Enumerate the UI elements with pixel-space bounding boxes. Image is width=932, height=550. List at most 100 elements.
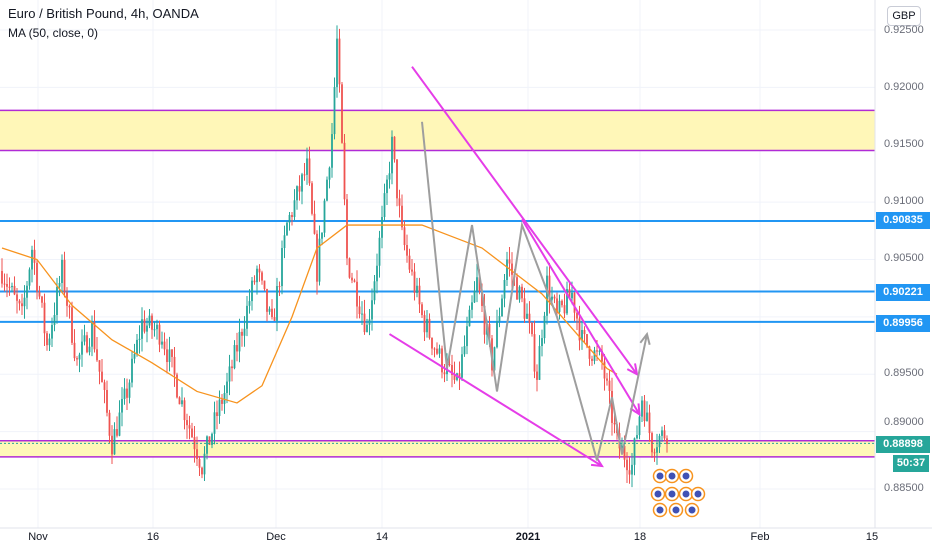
candle-body (341, 84, 343, 143)
candle-body (296, 186, 298, 201)
candle-body (591, 358, 593, 361)
event-flag-icon (672, 506, 680, 514)
candle-body (518, 286, 521, 300)
price-badge-level-2: 0.90221 (876, 284, 930, 301)
candle-body (6, 284, 8, 287)
candle-body (433, 348, 436, 350)
candle-body (41, 296, 43, 303)
candle-body (91, 322, 93, 347)
candle-body (281, 248, 283, 287)
candle-body (568, 289, 571, 299)
candle-body (368, 319, 371, 325)
candle-body (608, 380, 611, 391)
price-tick: 0.90500 (884, 252, 924, 264)
candle-body (68, 305, 71, 308)
candle-body (371, 300, 373, 320)
candle-body (43, 302, 46, 334)
candle-body (286, 222, 288, 236)
candle-body (401, 205, 403, 228)
candle-body (556, 298, 558, 312)
candle-body (248, 301, 251, 306)
symbol-title[interactable]: Euro / British Pound, 4h, OANDA (8, 6, 199, 21)
candle-body (311, 183, 313, 214)
candle-body (573, 292, 576, 313)
candle-body (408, 255, 411, 270)
candle-body (431, 337, 433, 349)
candle-body (291, 215, 293, 218)
candle-body (23, 297, 26, 307)
time-tick: 16 (146, 531, 160, 543)
candle-body (141, 319, 143, 339)
candle-body (288, 215, 291, 223)
trend-drawings[interactable] (388, 66, 651, 468)
candle-body (628, 470, 631, 475)
price-badge-level-1: 0.90835 (876, 212, 930, 229)
candle-body (613, 422, 616, 425)
candle-body (268, 308, 271, 312)
candle-body (561, 300, 563, 306)
price-badge-level-3: 0.89956 (876, 315, 930, 332)
candle-body (596, 350, 598, 352)
candle-body (526, 313, 528, 319)
horizontal-levels[interactable] (0, 220, 875, 323)
bar-countdown-badge: 50:37 (893, 455, 929, 472)
candle-body (453, 374, 456, 380)
candle-body (461, 354, 463, 378)
candle-body (663, 430, 666, 439)
candle-body (531, 323, 533, 335)
candle-body (366, 324, 368, 333)
candle-body (428, 318, 431, 338)
candle-body (8, 286, 11, 288)
price-tick: 0.92000 (884, 81, 924, 93)
candle-body (443, 372, 446, 375)
candle-body (398, 198, 401, 206)
candle-body (278, 286, 281, 288)
candle-body (256, 268, 258, 283)
candle-body (203, 453, 206, 475)
candle-body (338, 38, 341, 85)
event-flag-icon (688, 506, 696, 514)
candle-body (373, 281, 376, 301)
candle-body (168, 349, 171, 363)
candle-body (516, 277, 518, 300)
candle-body (298, 186, 301, 192)
candle-body (423, 315, 426, 333)
candle-body (81, 341, 83, 355)
candle-body (21, 303, 23, 307)
grid-lines (0, 0, 875, 528)
candle-body (536, 371, 538, 380)
time-tick: Feb (750, 531, 770, 543)
candle-body (73, 342, 76, 359)
candle-body (436, 348, 438, 354)
candle-body (258, 268, 261, 273)
candle-body (328, 167, 331, 180)
candle-body (18, 300, 21, 304)
candle-body (11, 285, 13, 288)
candle-body (421, 304, 423, 316)
candle-body (578, 318, 581, 341)
candle-body (166, 349, 168, 363)
candle-body (586, 334, 588, 347)
zone-fill (0, 440, 875, 457)
candle-body (181, 400, 183, 405)
candle-body (96, 349, 98, 361)
candle-body (263, 280, 266, 290)
candle-body (38, 291, 41, 297)
candle-body (31, 249, 33, 270)
candle-body (593, 350, 596, 361)
candle-body (251, 280, 253, 302)
indicator-label[interactable]: MA (50, close, 0) (8, 26, 99, 40)
event-flag-icon (668, 472, 676, 480)
candle-body (1, 270, 3, 284)
candle-body (353, 280, 356, 282)
candle-body (106, 389, 108, 413)
candle-body (563, 305, 566, 314)
zone-fill (0, 110, 875, 151)
currency-button[interactable]: GBP (887, 6, 921, 26)
candle-body (606, 378, 608, 381)
candle-body (448, 364, 451, 366)
candle-body (333, 87, 336, 135)
candle-body (318, 238, 321, 282)
event-icons[interactable] (650, 468, 706, 518)
